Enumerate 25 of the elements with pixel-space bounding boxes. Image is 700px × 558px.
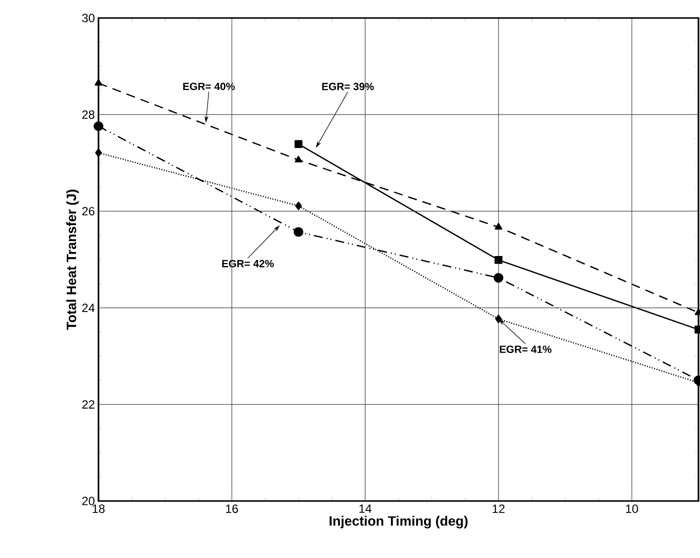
annotation: EGR= 41% [500,346,552,354]
x-tick-label: 14 [359,504,372,513]
y-tick-label: 28 [82,110,94,119]
x-tick-label: 12 [492,504,505,513]
y-axis-title: Total Heat Transfer (J) [66,190,79,330]
point [94,121,104,132]
point [495,314,502,324]
point [294,140,302,148]
x-tick-label: 18 [92,504,105,513]
point [494,256,502,264]
point [494,273,504,283]
y-tick-label: 20 [82,496,95,506]
y-tick-label: 26 [82,206,94,216]
point [295,202,302,210]
point [95,148,102,157]
point [94,78,102,86]
x-axis-title: Injection Timing (deg) [330,516,468,528]
point [494,222,502,230]
y-tick-label: 22 [82,400,94,409]
point [294,227,304,237]
y-tick-label: 24 [82,304,95,312]
x-tick-label: 10 [626,504,638,513]
point [294,156,302,162]
x-tick-label: 16 [226,504,238,513]
y-tick-label: 30 [82,14,95,22]
